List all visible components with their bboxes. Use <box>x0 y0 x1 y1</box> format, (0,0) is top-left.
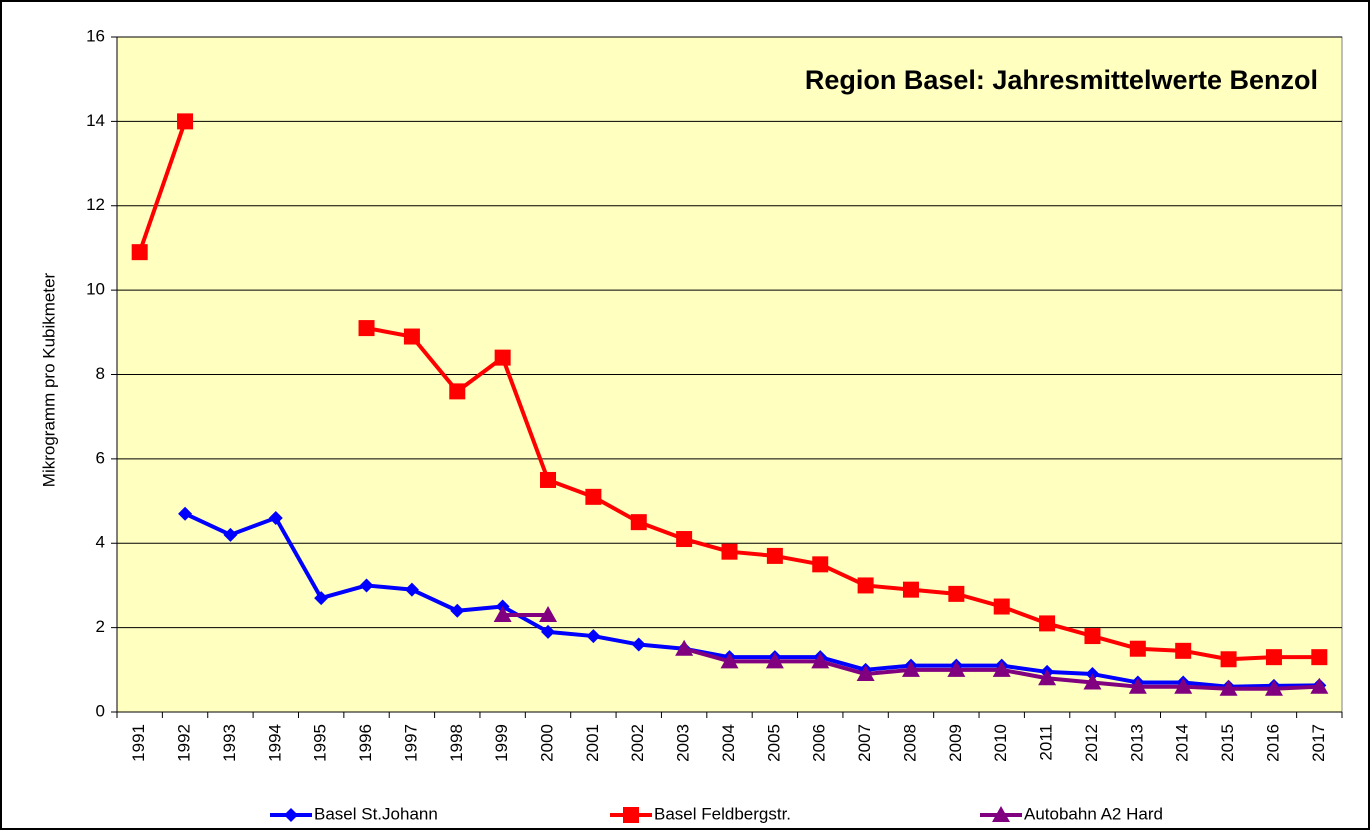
y-tick-label: 12 <box>86 195 105 214</box>
marker <box>1220 651 1237 668</box>
x-tick-label: 1999 <box>492 724 511 762</box>
marker <box>539 605 558 622</box>
y-tick-label: 16 <box>86 26 105 45</box>
marker <box>901 660 920 677</box>
legend-label: Autobahn A2 Hard <box>1024 804 1163 823</box>
marker <box>623 807 639 823</box>
marker <box>1039 615 1056 632</box>
x-tick-label: 2013 <box>1127 724 1146 762</box>
x-tick-label: 1993 <box>220 724 239 762</box>
marker <box>993 598 1010 615</box>
marker <box>178 506 193 521</box>
y-tick-label: 14 <box>86 111 105 130</box>
y-tick-label: 8 <box>96 364 105 383</box>
x-tick-label: 2001 <box>583 724 602 762</box>
marker <box>631 637 646 652</box>
marker <box>314 591 329 606</box>
marker <box>404 582 419 597</box>
y-tick-label: 0 <box>96 701 105 720</box>
x-tick-label: 2005 <box>764 724 783 762</box>
y-tick-label: 10 <box>86 280 105 299</box>
marker <box>720 652 739 669</box>
x-tick-label: 2000 <box>538 724 557 762</box>
x-tick-label: 1996 <box>356 724 375 762</box>
x-tick-label: 1995 <box>311 724 330 762</box>
x-tick-label: 1992 <box>175 724 194 762</box>
marker <box>992 660 1011 677</box>
x-tick-label: 2014 <box>1173 724 1192 762</box>
marker <box>676 531 693 548</box>
x-tick-label: 1997 <box>401 724 420 762</box>
marker <box>493 605 512 622</box>
marker <box>450 603 465 618</box>
marker <box>856 665 875 682</box>
x-tick-label: 2007 <box>855 724 874 762</box>
legend-label: Basel Feldbergstr. <box>654 804 791 823</box>
x-tick-label: 2017 <box>1309 724 1328 762</box>
x-tick-label: 1998 <box>447 724 466 762</box>
marker <box>358 320 375 337</box>
x-tick-label: 2008 <box>900 724 919 762</box>
marker <box>1311 649 1328 666</box>
marker <box>268 510 283 525</box>
series-line <box>137 120 1320 662</box>
marker <box>1083 673 1102 690</box>
x-tick-label: 2010 <box>991 724 1010 762</box>
x-tick-label: 2004 <box>719 724 738 762</box>
marker <box>1174 677 1193 694</box>
y-tick-label: 2 <box>96 617 105 636</box>
marker <box>947 660 966 677</box>
marker <box>585 488 602 505</box>
marker <box>403 328 420 345</box>
marker <box>766 547 783 564</box>
x-tick-label: 2015 <box>1218 724 1237 762</box>
marker <box>131 244 148 261</box>
x-tick-label: 1991 <box>129 724 148 762</box>
marker <box>765 652 784 669</box>
marker <box>1264 679 1283 696</box>
x-tick-label: 2003 <box>674 724 693 762</box>
y-axis-label: Mikrogramm pro Kubikmeter <box>39 272 58 487</box>
y-tick-label: 4 <box>96 533 105 552</box>
marker <box>948 585 965 602</box>
x-tick-label: 2002 <box>628 724 647 762</box>
legend-label: Basel St.Johann <box>314 804 438 823</box>
marker <box>494 349 511 366</box>
marker <box>1038 669 1057 686</box>
marker <box>449 383 466 400</box>
marker <box>811 652 830 669</box>
x-tick-label: 2012 <box>1082 724 1101 762</box>
marker <box>630 514 647 531</box>
x-tick-label: 2016 <box>1263 724 1282 762</box>
x-tick-label: 2009 <box>946 724 965 762</box>
x-tick-label: 2006 <box>810 724 829 762</box>
marker <box>1128 677 1147 694</box>
marker <box>223 527 238 542</box>
marker <box>540 471 557 488</box>
x-tick-label: 2011 <box>1037 724 1056 761</box>
marker <box>177 113 194 130</box>
marker <box>857 577 874 594</box>
chart-title: Region Basel: Jahresmittelwerte Benzol <box>805 65 1318 95</box>
marker <box>812 556 829 573</box>
marker <box>992 806 1010 822</box>
x-tick-label: 1994 <box>265 724 284 762</box>
marker <box>359 578 374 593</box>
marker <box>675 639 694 656</box>
marker <box>1175 642 1192 659</box>
marker <box>541 624 556 639</box>
y-tick-label: 6 <box>96 448 105 467</box>
marker <box>1265 649 1282 666</box>
marker <box>902 581 919 598</box>
marker <box>721 543 738 560</box>
marker <box>284 808 298 822</box>
series-line <box>184 511 1320 689</box>
marker <box>586 629 601 644</box>
marker <box>1129 640 1146 657</box>
marker <box>1310 677 1329 694</box>
marker <box>1219 679 1238 696</box>
marker <box>1084 628 1101 645</box>
